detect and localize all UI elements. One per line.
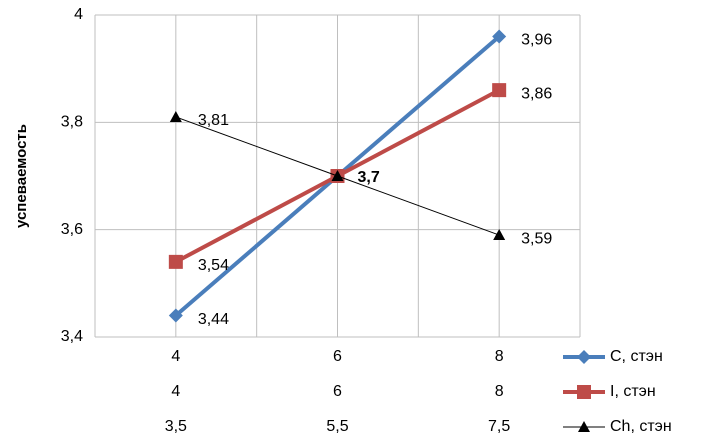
y-tick-label: 3,4 bbox=[61, 328, 83, 345]
data-label: 3,86 bbox=[521, 85, 552, 102]
y-tick-label: 3,6 bbox=[61, 221, 83, 238]
marker bbox=[331, 170, 344, 181]
x-tick-label: 5,5 bbox=[326, 418, 348, 435]
marker bbox=[169, 110, 182, 122]
series: 3,81 3,7 3,59 bbox=[169, 110, 552, 247]
marker bbox=[577, 385, 591, 399]
x-tick-label: 4 bbox=[171, 383, 180, 400]
legend-entry: Ch, стэн bbox=[563, 418, 672, 435]
marker bbox=[168, 308, 183, 323]
x-tick-label: 6 bbox=[333, 348, 342, 365]
legend-entry: I, стэн bbox=[563, 383, 656, 400]
y-tick-label: 4 bbox=[74, 6, 83, 23]
legend-label: I, стэн bbox=[610, 383, 656, 400]
x-tick-label: 4 bbox=[171, 348, 180, 365]
x-tick-label: 7,5 bbox=[488, 418, 510, 435]
marker bbox=[168, 254, 183, 269]
x-tick-label: 8 bbox=[495, 348, 504, 365]
data-label: 3,59 bbox=[521, 230, 552, 247]
marker bbox=[493, 229, 506, 241]
marker bbox=[578, 421, 590, 432]
data-label: 3,44 bbox=[198, 311, 229, 328]
x-tick-label: 3,5 bbox=[165, 418, 187, 435]
legend-label: C, стэн bbox=[610, 348, 663, 365]
data-label: 3,54 bbox=[198, 257, 229, 274]
y-axis-label: успеваемость bbox=[13, 124, 30, 228]
legend-label: Ch, стэн bbox=[610, 418, 672, 435]
x-tick-label: 8 bbox=[495, 383, 504, 400]
data-label: 3,96 bbox=[521, 32, 552, 49]
y-tick-label: 3,8 bbox=[61, 114, 83, 131]
marker bbox=[492, 29, 507, 44]
marker bbox=[577, 350, 591, 364]
data-label: 3,7 bbox=[358, 169, 380, 186]
data-label: 3,81 bbox=[198, 112, 229, 129]
x-tick-label: 6 bbox=[333, 383, 342, 400]
marker bbox=[492, 83, 507, 98]
legend-entry: C, стэн bbox=[563, 348, 663, 365]
